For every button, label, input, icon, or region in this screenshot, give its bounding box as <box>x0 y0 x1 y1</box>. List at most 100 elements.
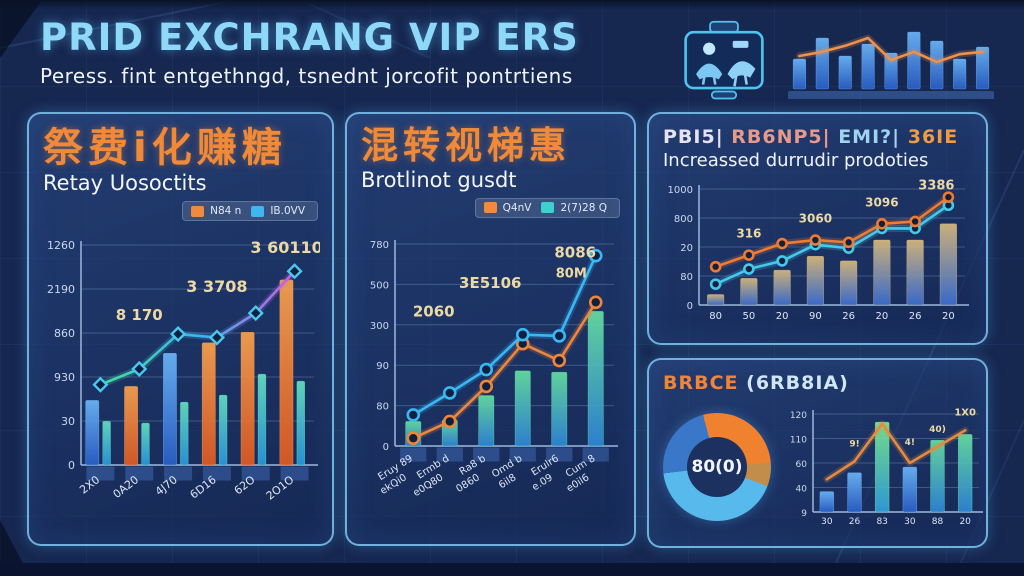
title-part: BRBCE <box>663 372 739 394</box>
panel-left-title: 祭费i化赚糖 <box>43 125 287 171</box>
svg-text:2060: 2060 <box>413 302 455 320</box>
two-people-monitor-icon <box>680 20 768 106</box>
svg-text:1260: 1260 <box>47 239 75 252</box>
svg-text:4!: 4! <box>905 438 915 448</box>
svg-text:780: 780 <box>370 240 389 251</box>
svg-text:83: 83 <box>876 517 887 527</box>
svg-text:930: 930 <box>54 371 75 384</box>
svg-text:110: 110 <box>790 436 807 446</box>
svg-text:300: 300 <box>370 320 389 331</box>
svg-text:8086: 8086 <box>554 243 596 261</box>
svg-text:30: 30 <box>821 517 833 527</box>
svg-text:88: 88 <box>932 517 944 527</box>
svg-text:80: 80 <box>376 401 389 412</box>
header-right <box>680 20 998 106</box>
legend-swatch <box>251 205 265 217</box>
chart-header-svg <box>788 31 994 100</box>
svg-text:2190: 2190 <box>47 283 75 296</box>
svg-text:30: 30 <box>61 415 75 428</box>
svg-text:50: 50 <box>743 311 756 322</box>
svg-text:3096: 3096 <box>865 195 898 209</box>
svg-text:1X0: 1X0 <box>954 408 976 419</box>
svg-text:3E5106: 3E5106 <box>459 274 521 292</box>
legend-label: IB.0VV <box>270 205 305 217</box>
panel-left: 祭费i化赚糖 Retay Uosoctits N84 n IB.0VV 1260 2… <box>27 112 334 546</box>
panel-middle-title: 混转视梯惠 <box>361 124 571 167</box>
title-part: EMI?| <box>838 126 908 148</box>
svg-text:0: 0 <box>687 301 693 312</box>
svg-text:120: 120 <box>790 411 807 421</box>
svg-text:80: 80 <box>709 311 722 322</box>
svg-text:9: 9 <box>801 509 807 519</box>
svg-text:3 60110: 3 60110 <box>250 238 320 257</box>
svg-text:90: 90 <box>809 311 822 322</box>
svg-text:26: 26 <box>849 517 861 527</box>
panel-right-top-chart: 1000 800 20 80 0 316 3060 3096 3386 80 50 20 90 26 20 2… <box>663 173 972 331</box>
svg-text:40): 40) <box>929 425 946 435</box>
header: PRID EXCHRANG VIP ERS Peress. fint entge… <box>0 0 1024 100</box>
svg-text:40: 40 <box>796 485 808 495</box>
svg-text:20: 20 <box>959 517 971 527</box>
right-bottom-mini-chart: 120 110 60 40 9 9! 4! 40) 1X0 30 26 83 30 88 20 <box>787 400 987 534</box>
legend-swatch <box>541 202 555 214</box>
panel-left-legend: N84 n IB.0VV <box>182 201 318 221</box>
panel-right-bottom-title: BRBCE (6RB8IA) <box>663 372 972 394</box>
title-part: RB6NP5| <box>731 126 839 148</box>
bottom-vignette <box>0 563 1024 576</box>
panel-right-top-subtitle: Increassed durrudir prodoties <box>663 150 929 171</box>
title-part: 36IE <box>907 126 959 148</box>
panel-middle: 混转视梯惠 Brotlinot gusdt Q4nV 2(7)28 Q 780 50… <box>345 112 636 546</box>
svg-text:26: 26 <box>842 311 855 322</box>
svg-text:3 3708: 3 3708 <box>186 277 247 296</box>
svg-text:20: 20 <box>942 311 955 322</box>
svg-text:0: 0 <box>383 442 389 453</box>
panel-right-bottom-content: 80(0) 120 110 60 40 9 9! 4! 40) 1X0 30 26 83 30 88 20 <box>663 400 983 534</box>
svg-text:0: 0 <box>68 459 75 472</box>
title-part: (6RB8IA) <box>738 372 849 394</box>
title-part: PBI5| <box>663 126 732 148</box>
svg-text:3386: 3386 <box>918 179 954 194</box>
svg-text:1000: 1000 <box>668 185 693 196</box>
panel-left-chart: 1260 2190 860 930 30 0 8 170 3 3708 3 60110 2X0 0A… <box>43 223 323 523</box>
legend-swatch <box>483 202 497 214</box>
legend-label: N84 n <box>210 205 242 217</box>
svg-text:8 170: 8 170 <box>116 306 163 324</box>
donut-center-value: 80(0) <box>691 457 743 477</box>
header-text: PRID EXCHRANG VIP ERS Peress. fint entge… <box>40 16 579 88</box>
panels-row: 祭费i化赚糖 Retay Uosoctits N84 n IB.0VV 1260 2… <box>0 112 1024 548</box>
panel-right-top-title: PBI5| RB6NP5| EMI?| 36IE <box>663 126 972 148</box>
svg-text:20: 20 <box>680 243 693 254</box>
panel-left-subtitle: Retay Uosoctits <box>43 171 207 195</box>
svg-text:20: 20 <box>876 311 889 322</box>
legend-label: 2(7)28 Q <box>560 201 607 214</box>
svg-text:80: 80 <box>680 272 693 283</box>
svg-text:26: 26 <box>909 311 922 322</box>
svg-text:90: 90 <box>376 361 389 372</box>
panel-middle-legend: Q4nV 2(7)28 Q <box>474 197 620 218</box>
svg-text:20: 20 <box>776 311 789 322</box>
header-mini-chart <box>784 23 998 103</box>
legend-label: Q4nV <box>502 201 532 214</box>
panel-middle-chart: 780 500 300 90 80 0 2060 3E5106 80M 8086 Eruy 89 Er… <box>361 220 620 522</box>
right-column: PBI5| RB6NP5| EMI?| 36IE Increassed durr… <box>647 112 988 548</box>
donut-chart: 80(0) <box>663 413 771 521</box>
svg-text:80M: 80M <box>556 266 587 281</box>
chart-right-bottom-svg: 120 110 60 40 9 9! 4! 40) 1X0 30 26 83 30 88 20 <box>790 408 983 527</box>
page-subtitle: Peress. fint entgethngd, tsnednt jorcofi… <box>40 64 573 88</box>
svg-text:316: 316 <box>736 227 761 241</box>
panel-right-bottom: BRBCE (6RB8IA) 80(0) 120 110 60 40 9 9! 4! 40) 1… <box>647 358 988 548</box>
svg-text:0860: 0860 <box>454 472 481 495</box>
svg-text:860: 860 <box>54 327 75 340</box>
donut-center-label: 80(0) <box>687 437 747 497</box>
svg-text:800: 800 <box>674 214 693 225</box>
page-title: PRID EXCHRANG VIP ERS <box>40 16 579 59</box>
svg-text:30: 30 <box>904 517 916 527</box>
panel-middle-subtitle: Brotlinot gusdt <box>361 167 517 192</box>
legend-swatch <box>191 205 205 217</box>
svg-text:60: 60 <box>796 460 808 470</box>
panel-right-top: PBI5| RB6NP5| EMI?| 36IE Increassed durr… <box>647 112 988 345</box>
